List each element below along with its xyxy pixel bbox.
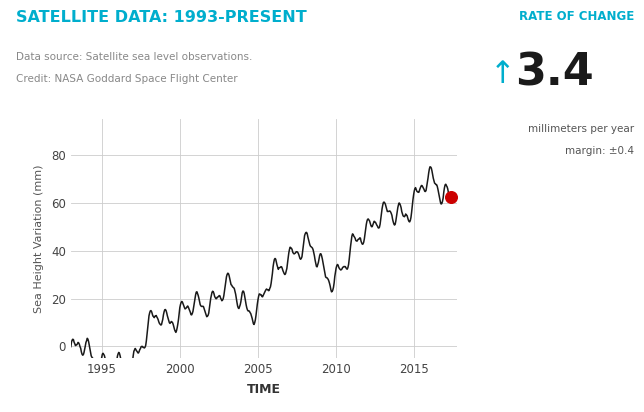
- Text: ↑: ↑: [489, 60, 515, 89]
- Text: RATE OF CHANGE: RATE OF CHANGE: [519, 10, 634, 23]
- Y-axis label: Sea Height Variation (mm): Sea Height Variation (mm): [34, 165, 44, 313]
- X-axis label: TIME: TIME: [247, 383, 281, 396]
- Text: 3.4: 3.4: [515, 52, 594, 94]
- Point: [446, 194, 456, 201]
- Text: millimeters per year: millimeters per year: [528, 124, 634, 133]
- Text: SATELLITE DATA: 1993-PRESENT: SATELLITE DATA: 1993-PRESENT: [16, 10, 307, 25]
- Text: margin: ±0.4: margin: ±0.4: [565, 146, 634, 156]
- Text: Data source: Satellite sea level observations.: Data source: Satellite sea level observa…: [16, 52, 252, 61]
- Text: Credit: NASA Goddard Space Flight Center: Credit: NASA Goddard Space Flight Center: [16, 74, 238, 84]
